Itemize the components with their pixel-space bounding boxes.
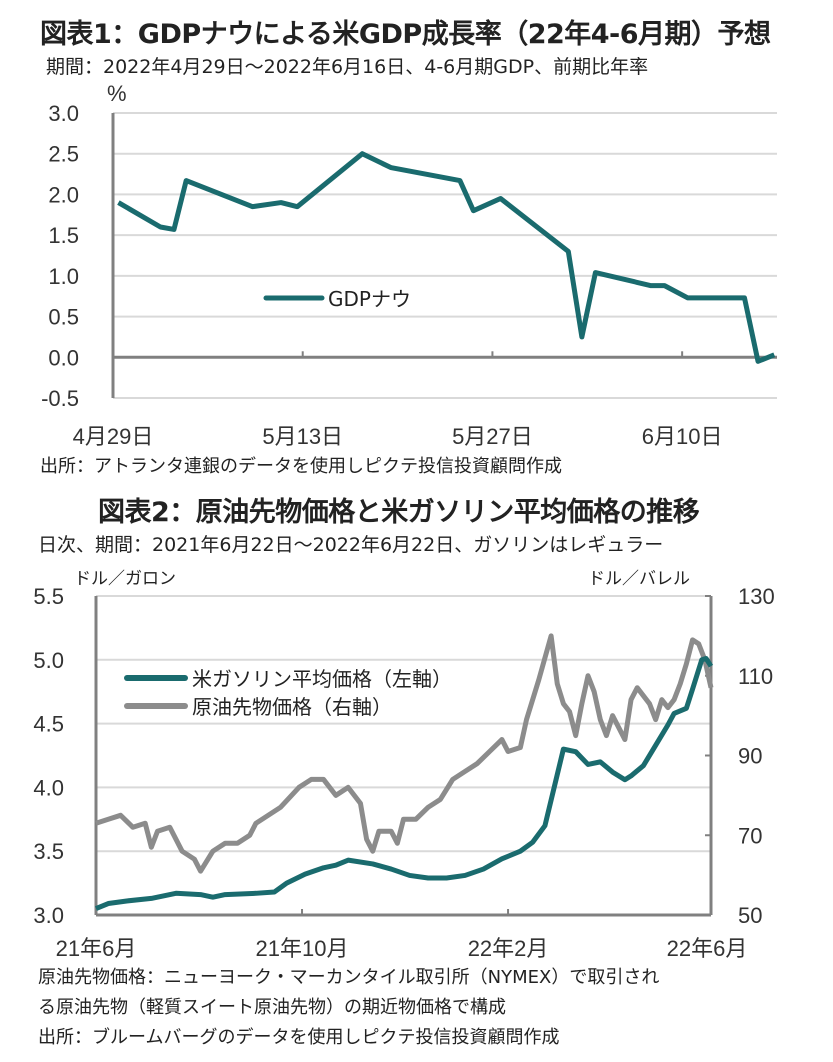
y-right-tick-label: 70 (738, 823, 762, 848)
x-tick-label: 6月10日 (642, 424, 723, 449)
gasoline-line (95, 656, 714, 911)
x-tick-label: 21年10月 (256, 936, 349, 961)
y-tick-label: 1.5 (48, 223, 79, 248)
chart2-note-1: 原油先物価格：ニューヨーク・マーカンタイル取引所（NYMEX）で取引され (38, 967, 660, 988)
chart1-subtitle: 期間：2022年4月29日～2022年6月16日、4-6月期GDP、前期比年率 (46, 56, 649, 78)
y-left-tick-label: 4.5 (33, 712, 64, 737)
chart2-title: 図表2：原油先物価格と米ガソリン平均価格の推移 (98, 497, 700, 528)
legend-label-crude-oil: 原油先物価格（右軸） (192, 695, 392, 719)
y-left-tick-label: 5.0 (33, 648, 64, 673)
y-left-tick-label: 3.0 (33, 903, 64, 928)
y-right-tick-label: 50 (738, 903, 762, 928)
y-right-tick-label: 90 (738, 744, 762, 769)
chart2-note-2: る原油先物（軽質スイート原油先物）の期近物価格で構成 (38, 997, 506, 1018)
y-left-tick-label: 3.5 (33, 839, 64, 864)
x-tick-label: 21年6月 (56, 936, 137, 961)
gdpnow-line (117, 151, 776, 364)
y-right-unit: ドル／バレル (588, 569, 690, 589)
y-axis-unit: % (107, 81, 127, 106)
chart2-subtitle: 日次、期間：2021年6月22日～2022年6月22日、ガソリンはレギュラー (38, 534, 664, 556)
y-tick-label: 0.0 (48, 345, 79, 370)
x-tick-label: 22年2月 (468, 936, 549, 961)
y-left-unit: ドル／ガロン (74, 569, 176, 589)
y-tick-label: 0.5 (48, 305, 79, 330)
crude-oil-line (95, 633, 714, 874)
y-tick-label: 3.0 (48, 101, 79, 126)
y-left-tick-label: 5.5 (33, 584, 64, 609)
y-tick-label: 2.0 (48, 182, 79, 207)
x-tick-label: 5月13日 (262, 424, 343, 449)
y-right-tick-label: 130 (738, 584, 775, 609)
legend-label-gasoline: 米ガソリン平均価格（左軸） (192, 667, 452, 691)
legend-label-gdpnow: GDPナウ (328, 287, 411, 311)
y-tick-label: 2.5 (48, 142, 79, 167)
chart1-source: 出所：アトランタ連銀のデータを使用しピクテ投信投資顧問作成 (40, 456, 562, 477)
chart1-title: 図表1：GDPナウによる米GDP成長率（22年4-6月期）予想 (40, 19, 771, 50)
chart2-source: 出所：ブルームバーグのデータを使用しピクテ投信投資顧問作成 (38, 1027, 560, 1048)
y-tick-label: -0.5 (41, 386, 79, 411)
x-tick-label: 4月29日 (73, 424, 154, 449)
x-tick-label: 5月27日 (452, 424, 533, 449)
y-right-tick-label: 110 (738, 664, 773, 689)
y-tick-label: 1.0 (48, 264, 79, 289)
x-tick-label: 22年6月 (667, 936, 748, 961)
y-left-tick-label: 4.0 (33, 775, 64, 800)
